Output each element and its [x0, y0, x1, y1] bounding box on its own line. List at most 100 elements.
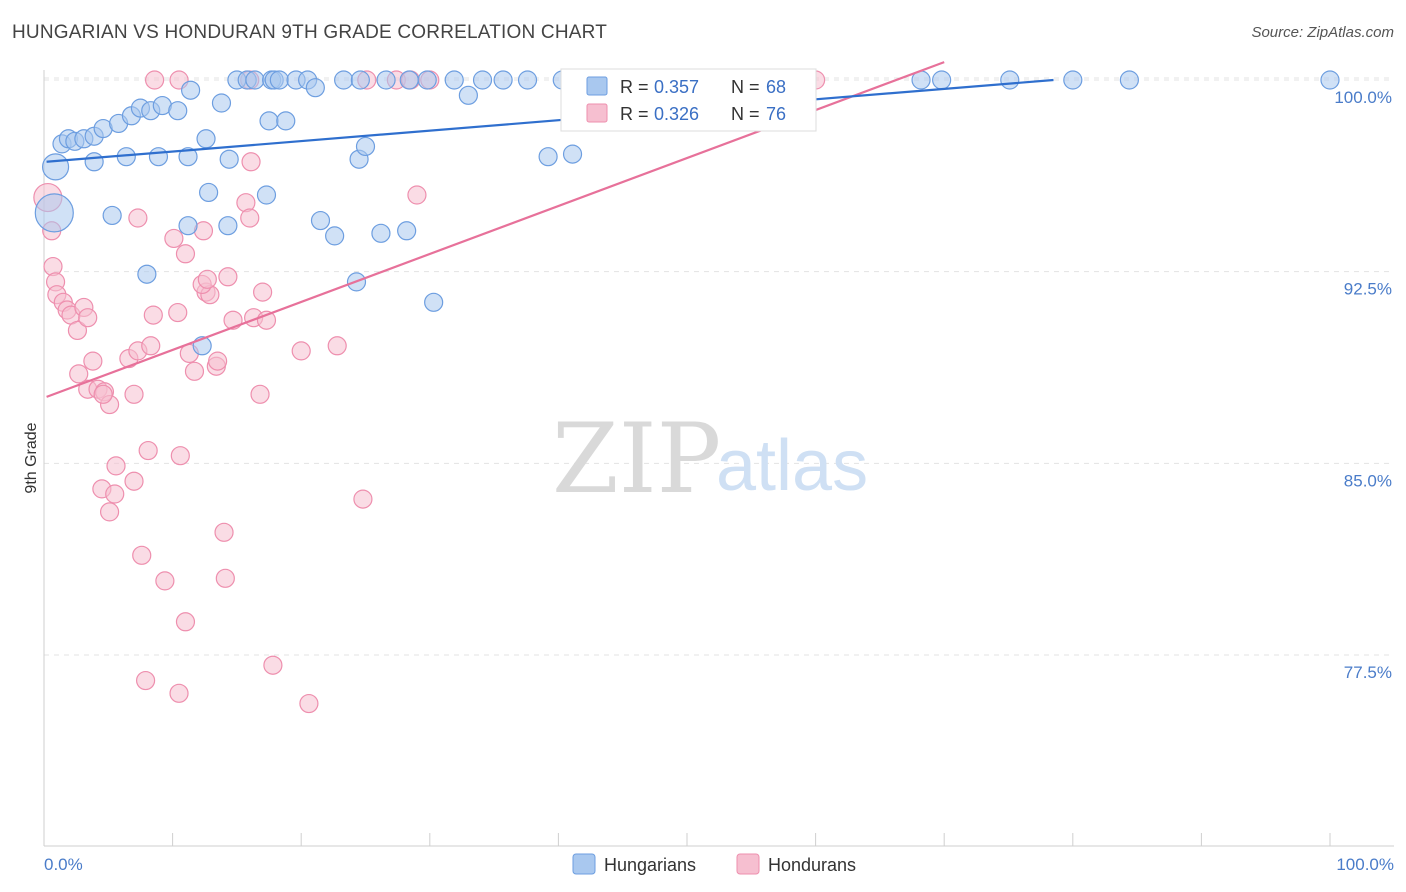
- hungarians-point: [178, 147, 198, 167]
- hungarians-point: [538, 147, 558, 167]
- hondurans-point: [143, 305, 163, 325]
- hondurans-point: [106, 456, 126, 476]
- hungarians-point: [196, 129, 216, 149]
- chart-title: HUNGARIAN VS HONDURAN 9TH GRADE CORRELAT…: [12, 22, 607, 43]
- legend-r-label-1: R =: [620, 104, 649, 124]
- legend-n-value-0: 68: [766, 77, 786, 97]
- hondurans-point: [99, 502, 120, 522]
- hondurans-point: [241, 152, 261, 172]
- series-legend-hungarians: Hungarians: [604, 855, 696, 875]
- hondurans-point: [124, 384, 144, 404]
- hungarians-point: [1119, 70, 1139, 90]
- hungarians-point: [562, 144, 583, 164]
- y-tick-label: 92.5%: [1344, 280, 1392, 299]
- watermark: ZIP atlas: [552, 403, 868, 515]
- hondurans-point: [135, 670, 156, 691]
- legend-r-label-0: R =: [620, 77, 649, 97]
- hondurans-point: [263, 655, 283, 675]
- hungarians-point: [417, 70, 437, 90]
- hondurans-point: [105, 484, 125, 504]
- hungarians-point: [458, 85, 478, 105]
- hondurans-point: [155, 571, 175, 591]
- hungarians-point: [1000, 70, 1020, 90]
- hungarians-point: [219, 149, 239, 169]
- source-credit: Source: ZipAtlas.com: [1251, 24, 1394, 41]
- hondurans-point: [208, 351, 228, 371]
- hungarians-point: [181, 80, 201, 100]
- hungarians-point: [1063, 70, 1083, 90]
- hungarians-point: [178, 216, 198, 236]
- watermark-atlas: atlas: [716, 426, 868, 506]
- hungarians-point: [371, 223, 391, 243]
- hondurans-points: [33, 70, 826, 714]
- hondurans-point: [144, 70, 165, 90]
- hungarians-point: [41, 153, 70, 181]
- hungarians-point: [493, 70, 513, 90]
- hondurans-point: [128, 208, 148, 228]
- y-tick-label: 77.5%: [1344, 663, 1392, 682]
- hondurans-point: [138, 440, 158, 461]
- hungarians-point: [334, 70, 354, 90]
- hungarians-point: [1320, 70, 1340, 90]
- x-tick-label-end: 100.0%: [1336, 855, 1394, 874]
- hondurans-point: [291, 341, 311, 361]
- hungarians-point: [102, 205, 122, 226]
- hungarians-point: [424, 292, 444, 312]
- y-tick-label: 85.0%: [1344, 471, 1392, 490]
- series-legend-swatch-hungarians: [572, 853, 596, 875]
- hungarians-point: [245, 70, 265, 90]
- series-legend-hondurans: Hondurans: [768, 855, 856, 875]
- hungarians-point: [269, 70, 289, 90]
- y-axis-label: 9th Grade: [23, 422, 40, 493]
- hungarians-point: [310, 210, 331, 231]
- hondurans-point: [197, 269, 217, 289]
- hondurans-point: [240, 208, 260, 228]
- hondurans-point: [170, 446, 190, 466]
- hondurans-point: [67, 320, 88, 341]
- hungarians-point: [84, 152, 104, 172]
- legend-n-label-0: N =: [731, 77, 760, 97]
- hungarians-point: [137, 264, 157, 284]
- hungarians-point: [472, 70, 493, 90]
- hondurans-point: [327, 336, 347, 356]
- x-ticks: [43, 833, 1331, 846]
- hondurans-point: [250, 384, 270, 404]
- watermark-zip: ZIP: [552, 403, 721, 515]
- hondurans-point: [407, 185, 427, 205]
- legend-n-value-1: 76: [766, 104, 786, 124]
- hondurans-point: [169, 683, 189, 703]
- hondurans-point: [83, 351, 103, 371]
- hungarians-point: [350, 70, 370, 90]
- hungarians-point: [148, 147, 169, 167]
- hungarians-point: [168, 101, 188, 121]
- x-tick-label-start: 0.0%: [44, 855, 83, 874]
- hungarians-point: [259, 111, 279, 131]
- hondurans-point: [253, 282, 273, 302]
- hungarians-point: [34, 193, 74, 233]
- legend-swatch-hondurans: [586, 103, 608, 123]
- hondurans-point: [184, 361, 205, 381]
- hungarians-point: [211, 93, 232, 113]
- hungarians-point: [376, 70, 396, 90]
- hungarians-point: [256, 185, 277, 205]
- hungarians-trend-line: [46, 78, 1054, 163]
- hondurans-point: [164, 228, 184, 249]
- hungarians-point: [199, 182, 219, 203]
- hungarians-point: [444, 70, 464, 90]
- hondurans-point: [353, 489, 373, 509]
- hungarians-point: [355, 136, 376, 157]
- legend-n-label-1: N =: [731, 104, 760, 124]
- legend-swatch-hungarians: [586, 76, 608, 96]
- y-tick-label: 100.0%: [1334, 88, 1392, 107]
- hungarians-point: [218, 216, 238, 236]
- hondurans-point: [141, 336, 161, 356]
- legend-r-value-1: 0.326: [654, 104, 699, 124]
- hungarians-point: [325, 226, 345, 246]
- hondurans-point: [175, 612, 196, 632]
- hondurans-point: [78, 308, 98, 328]
- hondurans-point: [69, 364, 89, 384]
- hungarians-point: [399, 70, 419, 90]
- series-legend-swatch-hondurans: [736, 853, 760, 875]
- hungarians-point: [305, 78, 325, 98]
